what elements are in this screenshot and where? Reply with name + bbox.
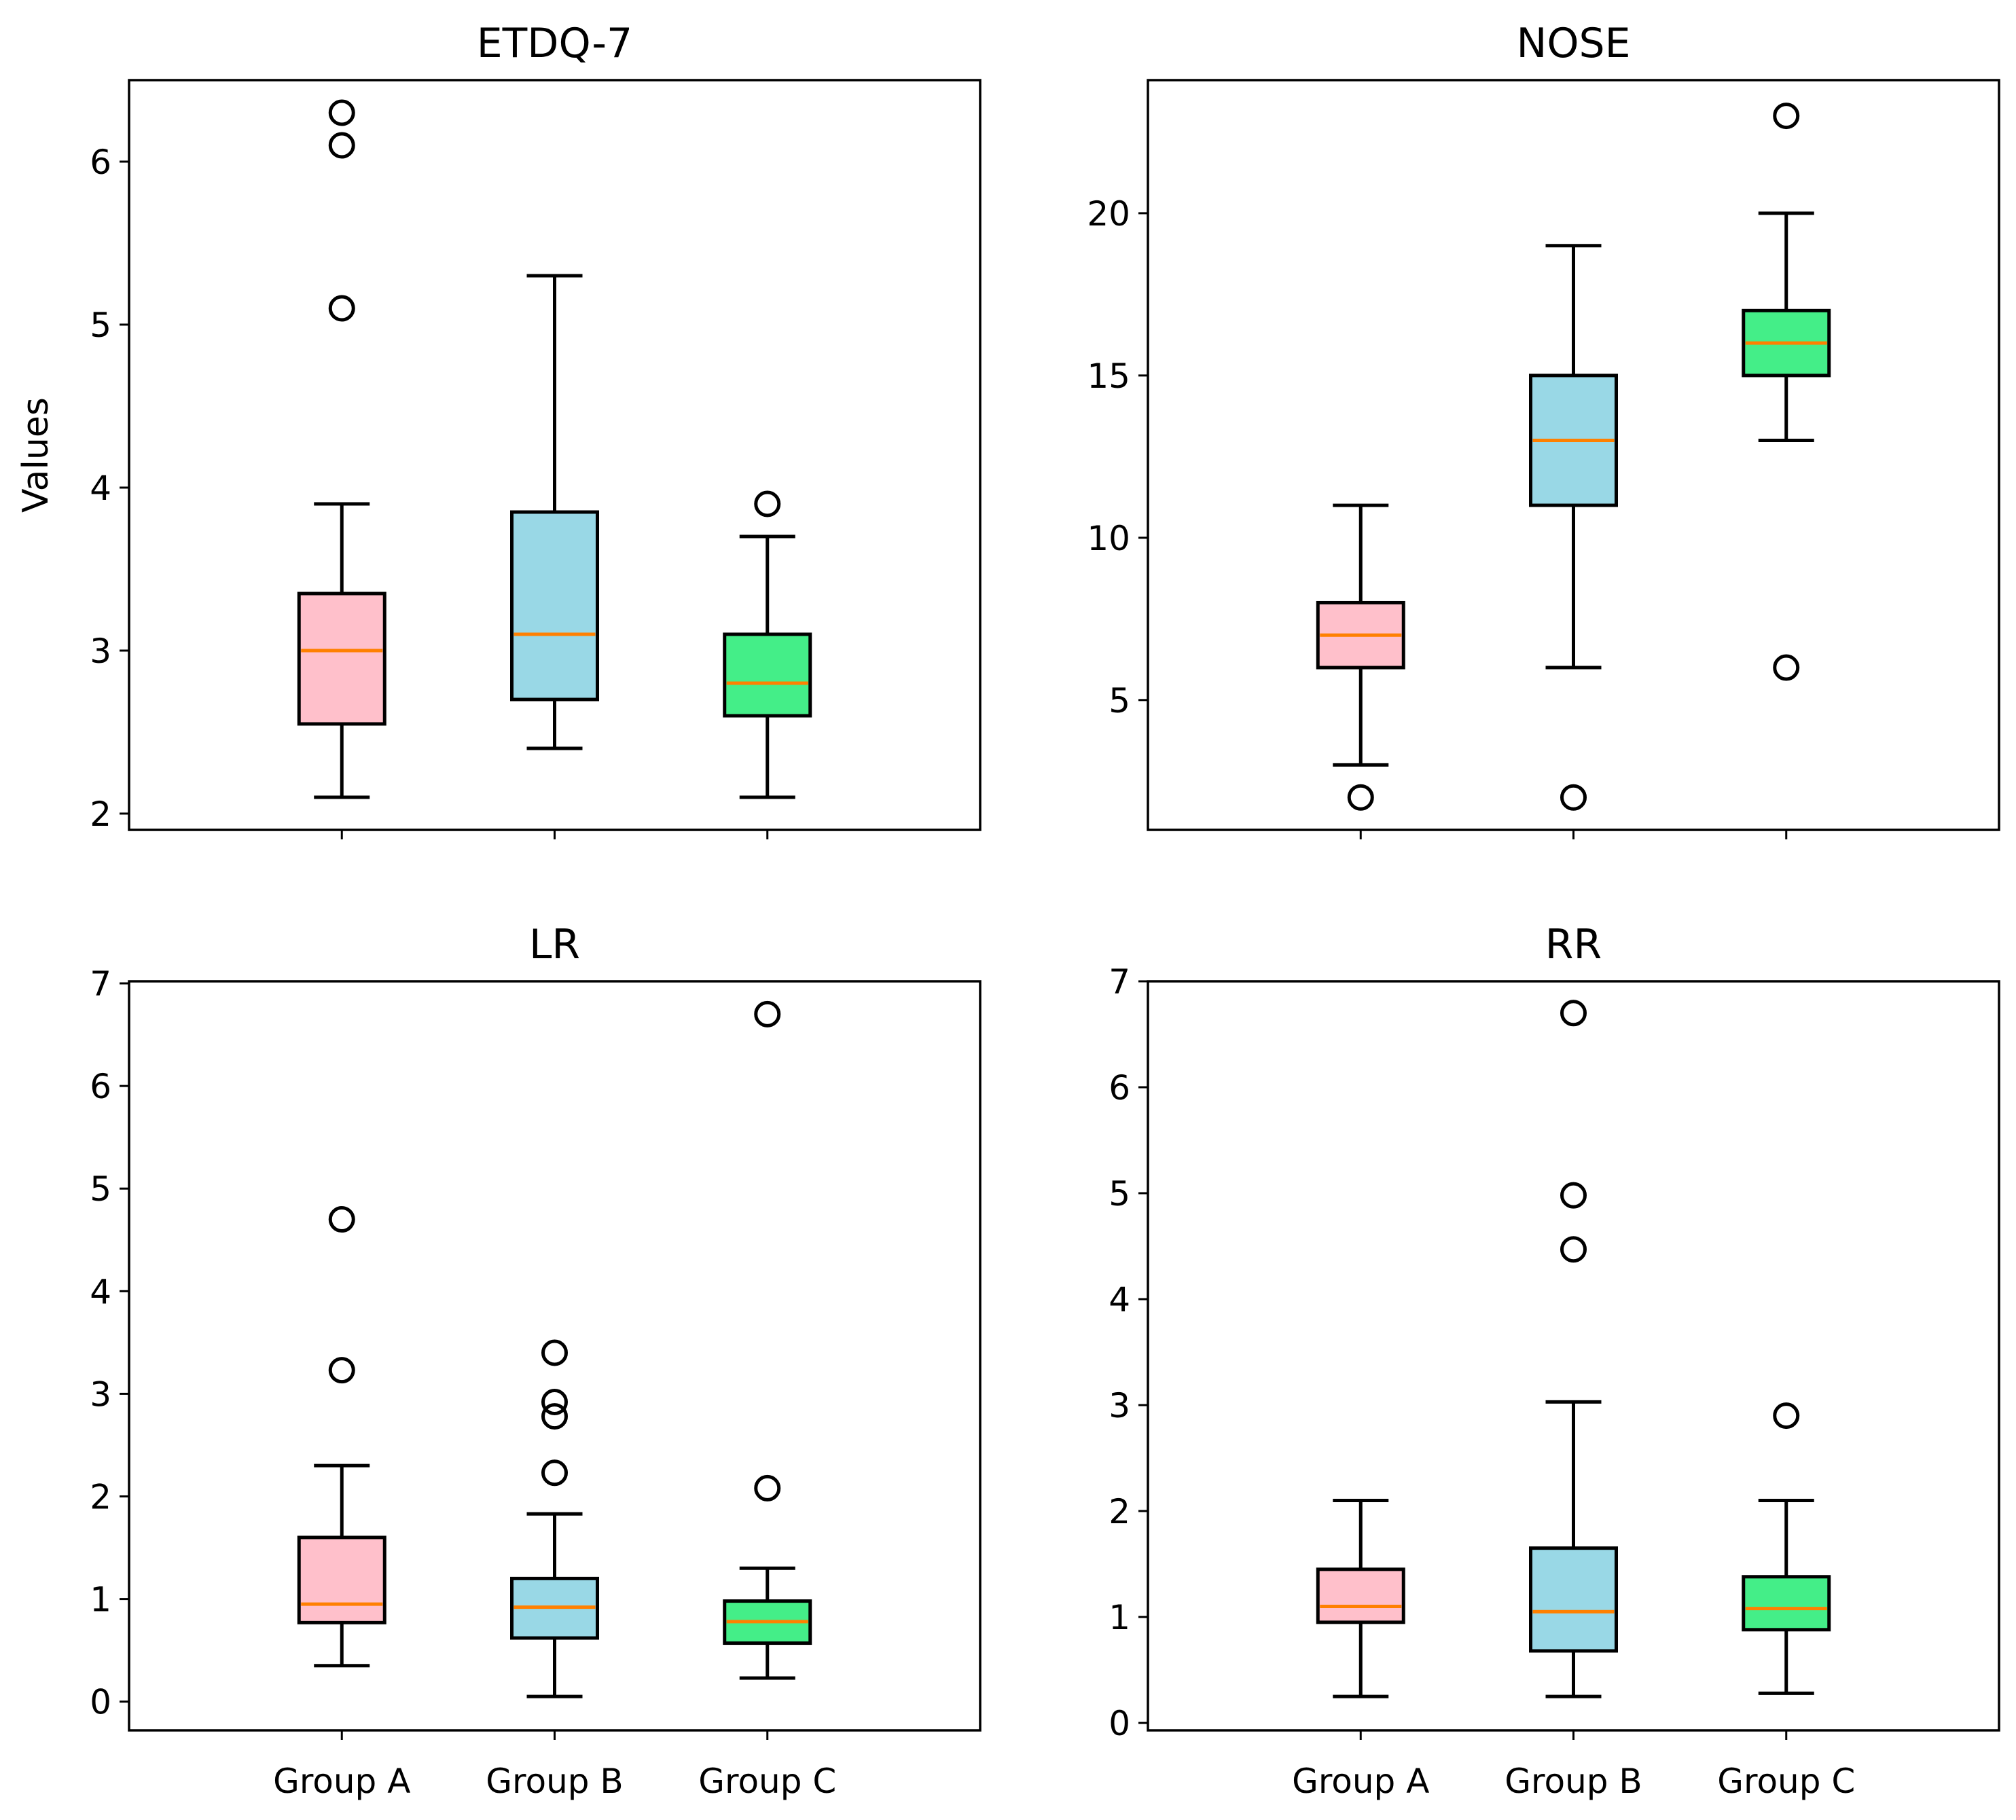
y-tick-label: 2 <box>90 795 111 834</box>
iqr-box <box>510 510 599 702</box>
box-group-a <box>297 99 386 799</box>
outlier-point <box>541 1339 568 1366</box>
y-tick-label: 1 <box>90 1580 111 1620</box>
panel-title: NOSE <box>1516 20 1630 67</box>
y-tick-label: 3 <box>1109 1386 1130 1425</box>
outlier-point <box>1773 1402 1800 1430</box>
y-tick-label: 4 <box>1109 1280 1130 1320</box>
y-tick-label: 3 <box>90 632 111 671</box>
box-group-a <box>1316 1498 1405 1698</box>
outlier-point <box>754 1474 781 1502</box>
outlier-point <box>1560 1000 1587 1027</box>
iqr-box <box>1316 1567 1405 1624</box>
y-tick-label: 6 <box>90 1067 111 1106</box>
box-group-c <box>1742 103 1831 681</box>
y-tick-label: 5 <box>90 1169 111 1209</box>
y-tick-label: 6 <box>90 143 111 182</box>
box-group-b <box>510 1339 599 1698</box>
iqr-box <box>723 632 812 718</box>
x-tick-label: Group A <box>273 1762 410 1801</box>
outlier-point <box>1560 784 1587 811</box>
box-group-b <box>1529 244 1618 811</box>
y-axis-label: Values <box>16 397 56 513</box>
box-group-b <box>1529 1000 1618 1698</box>
outlier-point <box>541 1388 568 1415</box>
y-tick-label: 20 <box>1087 194 1130 234</box>
box-group-a <box>297 1206 386 1668</box>
y-tick-label: 7 <box>90 964 111 1004</box>
y-tick-label: 6 <box>1109 1068 1130 1108</box>
y-tick-label: 1 <box>1109 1598 1130 1637</box>
plot-frame <box>1147 79 2000 831</box>
x-tick-label: Group B <box>486 1762 623 1801</box>
y-tick-label: 0 <box>1109 1704 1130 1743</box>
y-tick-label: 2 <box>90 1478 111 1517</box>
outlier-point <box>1773 654 1800 681</box>
plot-frame <box>1147 980 2000 1732</box>
outlier-point <box>328 1357 355 1384</box>
y-tick-label: 5 <box>1109 681 1130 721</box>
panel-nose: NOSE 5 10 15 20 <box>1087 20 2000 839</box>
x-tick-label: Group C <box>1717 1762 1855 1801</box>
outlier-point <box>328 132 355 159</box>
y-tick-label: 4 <box>90 1272 111 1311</box>
y-tick-label: 10 <box>1087 519 1130 558</box>
outlier-point <box>328 1206 355 1233</box>
iqr-box <box>297 1535 386 1624</box>
plot-frame <box>128 980 982 1732</box>
box-group-b <box>510 274 599 750</box>
box-group-c <box>1742 1402 1831 1695</box>
panel-rr: RR 0 1 2 3 4 5 6 7 Group A Group B Group C <box>1109 921 2000 1801</box>
y-tick-label: 5 <box>90 306 111 345</box>
y-tick-label: 15 <box>1087 357 1130 396</box>
box-group-a <box>1316 503 1405 811</box>
panel-title: ETDQ-7 <box>477 20 632 67</box>
outlier-point <box>328 99 355 126</box>
y-tick-label: 3 <box>90 1375 111 1414</box>
outlier-point <box>328 295 355 322</box>
x-tick-label: Group C <box>698 1762 836 1801</box>
iqr-box <box>297 592 386 726</box>
outlier-point <box>1560 1236 1587 1263</box>
outlier-point <box>754 1000 781 1027</box>
panel-title: LR <box>529 921 580 968</box>
y-tick-label: 5 <box>1109 1174 1130 1214</box>
panels: ETDQ-723456ValuesNOSE5101520LR01234567Gr… <box>16 20 2000 1801</box>
outlier-point <box>541 1459 568 1487</box>
y-tick-label: 7 <box>1109 962 1130 1002</box>
panel-etdq-7: ETDQ-7 2 3 4 5 6 Values <box>16 20 982 839</box>
box-group-c <box>723 1000 812 1680</box>
x-tick-label: Group B <box>1505 1762 1642 1801</box>
y-tick-label: 2 <box>1109 1492 1130 1531</box>
box-group-c <box>723 490 812 799</box>
y-tick-label: 0 <box>90 1683 111 1722</box>
iqr-box <box>1529 1546 1618 1653</box>
iqr-box <box>1742 1575 1831 1632</box>
panel-title: RR <box>1545 921 1602 968</box>
outlier-point <box>1347 784 1374 811</box>
plot-frame <box>128 79 982 831</box>
outlier-point <box>541 1403 568 1430</box>
x-tick-label: Group A <box>1292 1762 1429 1801</box>
outlier-point <box>1773 103 1800 130</box>
outlier-point <box>754 490 781 517</box>
y-tick-label: 4 <box>90 469 111 508</box>
outlier-point <box>1560 1182 1587 1209</box>
panel-lr: LR 0 1 2 3 4 5 6 7 Group A Group B Group C <box>90 921 982 1801</box>
